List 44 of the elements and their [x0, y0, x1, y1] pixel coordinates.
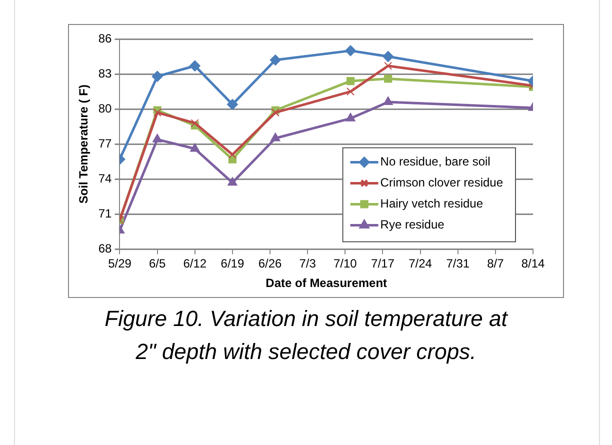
- point: [152, 134, 162, 142]
- point: [384, 62, 392, 70]
- y-tick-label: 80: [98, 101, 112, 116]
- point: [271, 108, 280, 117]
- legend-label: Rye residue: [380, 218, 445, 232]
- point: [152, 70, 163, 82]
- x-tick-label: 8/7: [487, 256, 504, 271]
- x-tick-label: 6/12: [183, 256, 207, 271]
- point: [270, 54, 281, 66]
- point: [382, 51, 394, 62]
- x-tick-label: 6/19: [220, 256, 244, 271]
- x-tick-label: 8/14: [521, 256, 545, 271]
- x-tick-label: 7/10: [333, 256, 358, 271]
- point: [345, 45, 356, 56]
- point: [189, 60, 200, 72]
- caption: Figure 10. Variation in soil temperature at 2" depth with selected cover crops.: [104, 305, 509, 366]
- y-tick-label: 77: [98, 136, 112, 150]
- point: [346, 77, 355, 86]
- y-tick-label: 86: [98, 31, 112, 46]
- point: [228, 177, 238, 186]
- point: [384, 74, 392, 83]
- point: [190, 143, 200, 152]
- point: [153, 108, 162, 117]
- x-tick-label: 7/17: [371, 256, 395, 271]
- point: [346, 112, 356, 122]
- y-axis-title: Soil Temperature ( F): [76, 84, 91, 204]
- point: [346, 88, 355, 96]
- y-tick-label: 68: [98, 242, 112, 256]
- x-tick-label: 6/26: [258, 256, 282, 271]
- point: [383, 96, 393, 106]
- legend-label: Hairy vetch residue: [380, 196, 484, 211]
- x-tick-label: 7/3: [299, 256, 316, 271]
- point: [226, 98, 238, 110]
- x-tick-label: 6/5: [148, 256, 166, 271]
- x-tick-label: 7/24: [408, 256, 432, 271]
- legend-label: No residue, bare soil: [380, 154, 490, 169]
- x-tick-label: 7/31: [446, 256, 470, 271]
- x-tick-label: 5/29: [108, 256, 132, 271]
- y-tick-label: 83: [98, 66, 112, 80]
- x-axis-title: Date of Measurement: [266, 276, 388, 290]
- y-tick-label: 74: [98, 171, 112, 186]
- legend-label: Crimson clover residue: [380, 176, 504, 190]
- point: [270, 132, 280, 142]
- y-tick-label: 71: [98, 206, 112, 220]
